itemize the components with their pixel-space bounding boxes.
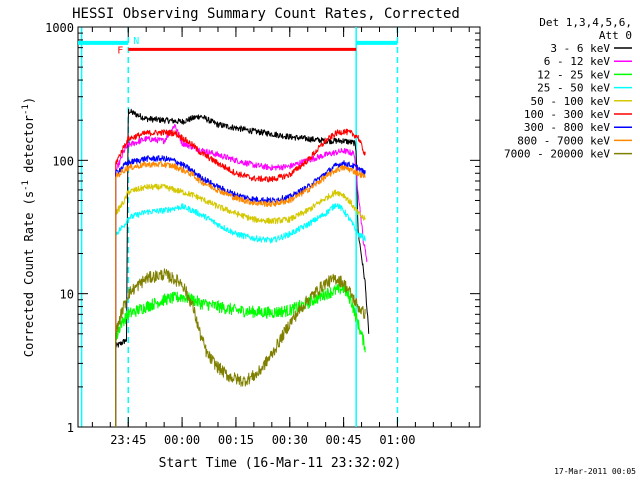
x-tick-label: 00:15 xyxy=(218,433,254,447)
footer-date: 17-Mar-2011 00:05 xyxy=(554,467,636,476)
legend-label-9: 7000 - 20000 keV xyxy=(504,148,610,161)
y-axis: 1 10 100 1000 xyxy=(45,21,480,435)
y-tick-label: 10 xyxy=(60,288,74,302)
y-tick-label: 100 xyxy=(52,154,74,168)
series-line-9 xyxy=(115,268,366,427)
y-axis-label: Corrected Count Rate (s-1 detector-1) xyxy=(21,97,36,357)
observing-markers: FN xyxy=(78,27,399,427)
y-tick-label: 1000 xyxy=(45,21,74,35)
x-tick-label: 00:30 xyxy=(272,433,308,447)
series-line-4 xyxy=(115,203,366,427)
series-line-6 xyxy=(115,128,366,427)
series-line-5 xyxy=(115,183,366,427)
x-tick-label: 23:45 xyxy=(110,433,146,447)
legend-header-line-2: Att 0 xyxy=(599,29,632,42)
y-axis-label-part-2: detector xyxy=(22,115,36,180)
x-axis-label: Start Time (16-Mar-11 23:32:02) xyxy=(159,456,402,471)
flare-bar-label: F xyxy=(117,45,123,56)
legend-label-8: 800 - 7000 keV xyxy=(517,134,610,147)
series-line-8 xyxy=(115,161,366,427)
legend-label-7: 300 - 800 keV xyxy=(524,121,610,134)
plot-frame xyxy=(77,26,481,428)
x-axis: 23:45 00:00 00:15 00:30 00:45 01:00 xyxy=(91,27,470,447)
legend-label-5: 50 - 100 keV xyxy=(531,95,611,108)
series-line-2 xyxy=(115,124,368,427)
y-axis-label-part-1: Corrected Count Rate (s xyxy=(22,191,36,357)
y-axis-label-part-3: ) xyxy=(22,97,36,104)
legend-label-2: 6 - 12 keV xyxy=(544,55,611,68)
y-axis-label-sup-2: -1 xyxy=(21,104,31,115)
legend-label-4: 25 - 50 keV xyxy=(537,82,610,95)
series-group xyxy=(115,108,370,427)
series-line-3 xyxy=(115,283,366,427)
x-tick-label: 01:00 xyxy=(379,433,415,447)
chart-title: HESSI Observing Summary Count Rates, Cor… xyxy=(72,6,460,22)
x-tick-label: 00:00 xyxy=(164,433,200,447)
legend-header-line-1: Det 1,3,4,5,6, xyxy=(539,16,632,29)
night-bar-label: N xyxy=(133,36,139,47)
x-tick-label: 00:45 xyxy=(326,433,362,447)
y-tick-label: 1 xyxy=(67,421,74,435)
legend-label-3: 12 - 25 keV xyxy=(537,68,610,81)
legend-label-6: 100 - 300 keV xyxy=(524,108,610,121)
legend-label-1: 3 - 6 keV xyxy=(550,42,610,55)
y-axis-label-sup-1: -1 xyxy=(21,180,31,191)
